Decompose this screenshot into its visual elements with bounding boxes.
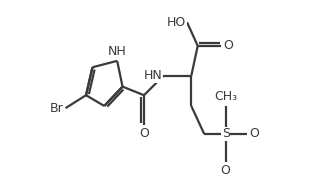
Text: O: O <box>223 39 233 52</box>
Text: HO: HO <box>167 16 186 29</box>
Text: NH: NH <box>108 45 126 58</box>
Text: HN: HN <box>144 69 162 82</box>
Text: CH₃: CH₃ <box>214 90 237 103</box>
Text: Br: Br <box>50 102 64 115</box>
Text: O: O <box>221 164 231 177</box>
Text: S: S <box>222 127 230 140</box>
Text: O: O <box>139 128 149 140</box>
Text: O: O <box>249 127 259 140</box>
